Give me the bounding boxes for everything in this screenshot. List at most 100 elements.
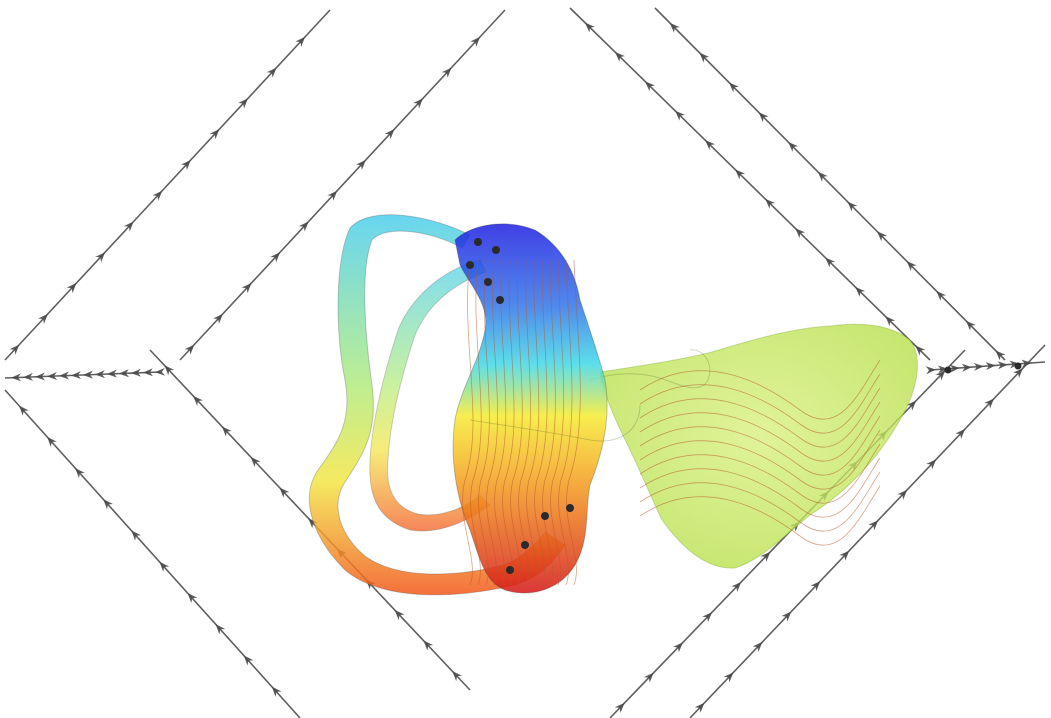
arrowhead-icon <box>885 316 896 327</box>
arrowhead-icon <box>906 261 917 272</box>
arrowhead-icon <box>10 373 22 382</box>
arrowhead-icon <box>184 344 195 355</box>
column-streamline <box>502 259 515 586</box>
column-streamline <box>534 259 548 586</box>
arrowhead-icon <box>95 252 106 263</box>
arrowhead-icon <box>973 362 984 371</box>
arrowhead-icon <box>238 98 248 109</box>
guide-streamline <box>689 344 1046 718</box>
arrowhead-icon <box>965 320 976 331</box>
arrowhead-icon <box>243 655 254 666</box>
arrowhead-icon <box>413 98 423 109</box>
arrowhead-icon <box>995 350 1006 361</box>
bulb-streamline <box>639 415 881 476</box>
inner-streamlines <box>462 259 881 586</box>
arrowhead-icon <box>795 228 806 239</box>
arrowhead-icon <box>643 672 654 683</box>
marker-dot <box>474 238 482 246</box>
column-streamline <box>558 259 573 586</box>
guide-streamline <box>4 367 166 382</box>
arrowhead-icon <box>470 36 481 47</box>
column-streamline <box>542 259 556 586</box>
guide-streamline <box>4 9 331 361</box>
arrowhead-icon <box>106 369 118 378</box>
arrowhead-icon <box>356 159 366 170</box>
arrowhead-icon <box>22 372 34 381</box>
arrowhead-icon <box>47 436 57 447</box>
arrowhead-icon <box>142 368 154 377</box>
arrowhead-icon <box>955 428 966 439</box>
guide-line <box>654 7 1006 361</box>
arrowhead-icon <box>193 395 203 406</box>
arrowhead-icon <box>241 283 252 294</box>
arrowhead-icon <box>781 611 792 622</box>
arrowhead-icon <box>123 221 134 232</box>
marker-dot <box>484 278 492 286</box>
column-streamline <box>550 259 565 586</box>
arrowhead-icon <box>46 371 58 380</box>
arrowhead-icon <box>675 110 686 121</box>
marker-dot <box>521 541 529 549</box>
arrowhead-icon <box>82 370 94 379</box>
column-streamline <box>566 259 581 586</box>
arrowhead-icon <box>877 231 887 242</box>
marker-dot <box>1014 362 1022 370</box>
arrowhead-icon <box>925 366 936 375</box>
arrowhead-icon <box>118 369 130 378</box>
column-streamline <box>478 259 490 586</box>
arrowhead-icon <box>839 550 850 561</box>
arrowhead-icon <box>308 518 319 529</box>
arrowhead-icon <box>213 313 223 324</box>
arrowhead-icon <box>825 257 836 268</box>
arrowhead-icon <box>441 67 452 78</box>
arrowhead-icon <box>9 344 20 355</box>
arrowhead-icon <box>384 129 395 140</box>
marker-dot <box>506 566 514 574</box>
arrowhead-icon <box>723 672 734 683</box>
column-streamline <box>462 259 474 586</box>
bulb-streamline <box>639 401 881 462</box>
arrowhead-icon <box>765 198 776 209</box>
arrowhead-icon <box>34 372 46 381</box>
guide-line <box>689 344 1046 718</box>
arrowhead-icon <box>279 487 290 498</box>
arrowhead-icon <box>152 190 163 201</box>
arrowhead-icon <box>1013 368 1023 379</box>
arrowhead-icon <box>298 221 309 232</box>
arrowhead-icon <box>66 283 77 294</box>
arrowhead-icon <box>181 159 191 170</box>
marker-dot <box>492 246 500 254</box>
bulb-streamline <box>639 485 881 546</box>
arrowhead-icon <box>673 642 683 653</box>
arrowhead-icon <box>669 22 680 33</box>
arrowhead-icon <box>327 190 338 201</box>
arrowhead-icon <box>906 400 917 411</box>
arrowhead-icon <box>70 371 82 380</box>
arrowhead-icon <box>1021 359 1032 368</box>
arrowhead-icon <box>250 457 261 468</box>
arrowhead-icon <box>295 36 306 47</box>
column-streamline <box>510 259 523 586</box>
arrowhead-icon <box>817 171 828 182</box>
arrowhead-icon <box>215 624 226 635</box>
arrowhead-icon <box>961 363 972 372</box>
arrowhead-icon <box>937 365 948 374</box>
arrowhead-icon <box>130 368 142 377</box>
column-streamline <box>486 259 499 586</box>
guide-line <box>4 9 331 361</box>
arrowhead-icon <box>897 489 908 500</box>
bulb-streamline <box>639 359 881 420</box>
arrowhead-icon <box>735 169 746 180</box>
arrowhead-icon <box>645 81 656 92</box>
arrowhead-icon <box>271 686 282 697</box>
bulb-streamline <box>639 457 881 518</box>
arrowhead-icon <box>760 551 771 562</box>
marker-dot <box>944 366 952 374</box>
bulb-streamline <box>639 471 881 532</box>
arrowhead-icon <box>615 52 625 62</box>
arrowhead-icon <box>702 612 713 623</box>
arrowhead-icon <box>935 370 946 381</box>
arrowhead-icon <box>58 371 70 380</box>
arrowhead-icon <box>614 702 625 713</box>
